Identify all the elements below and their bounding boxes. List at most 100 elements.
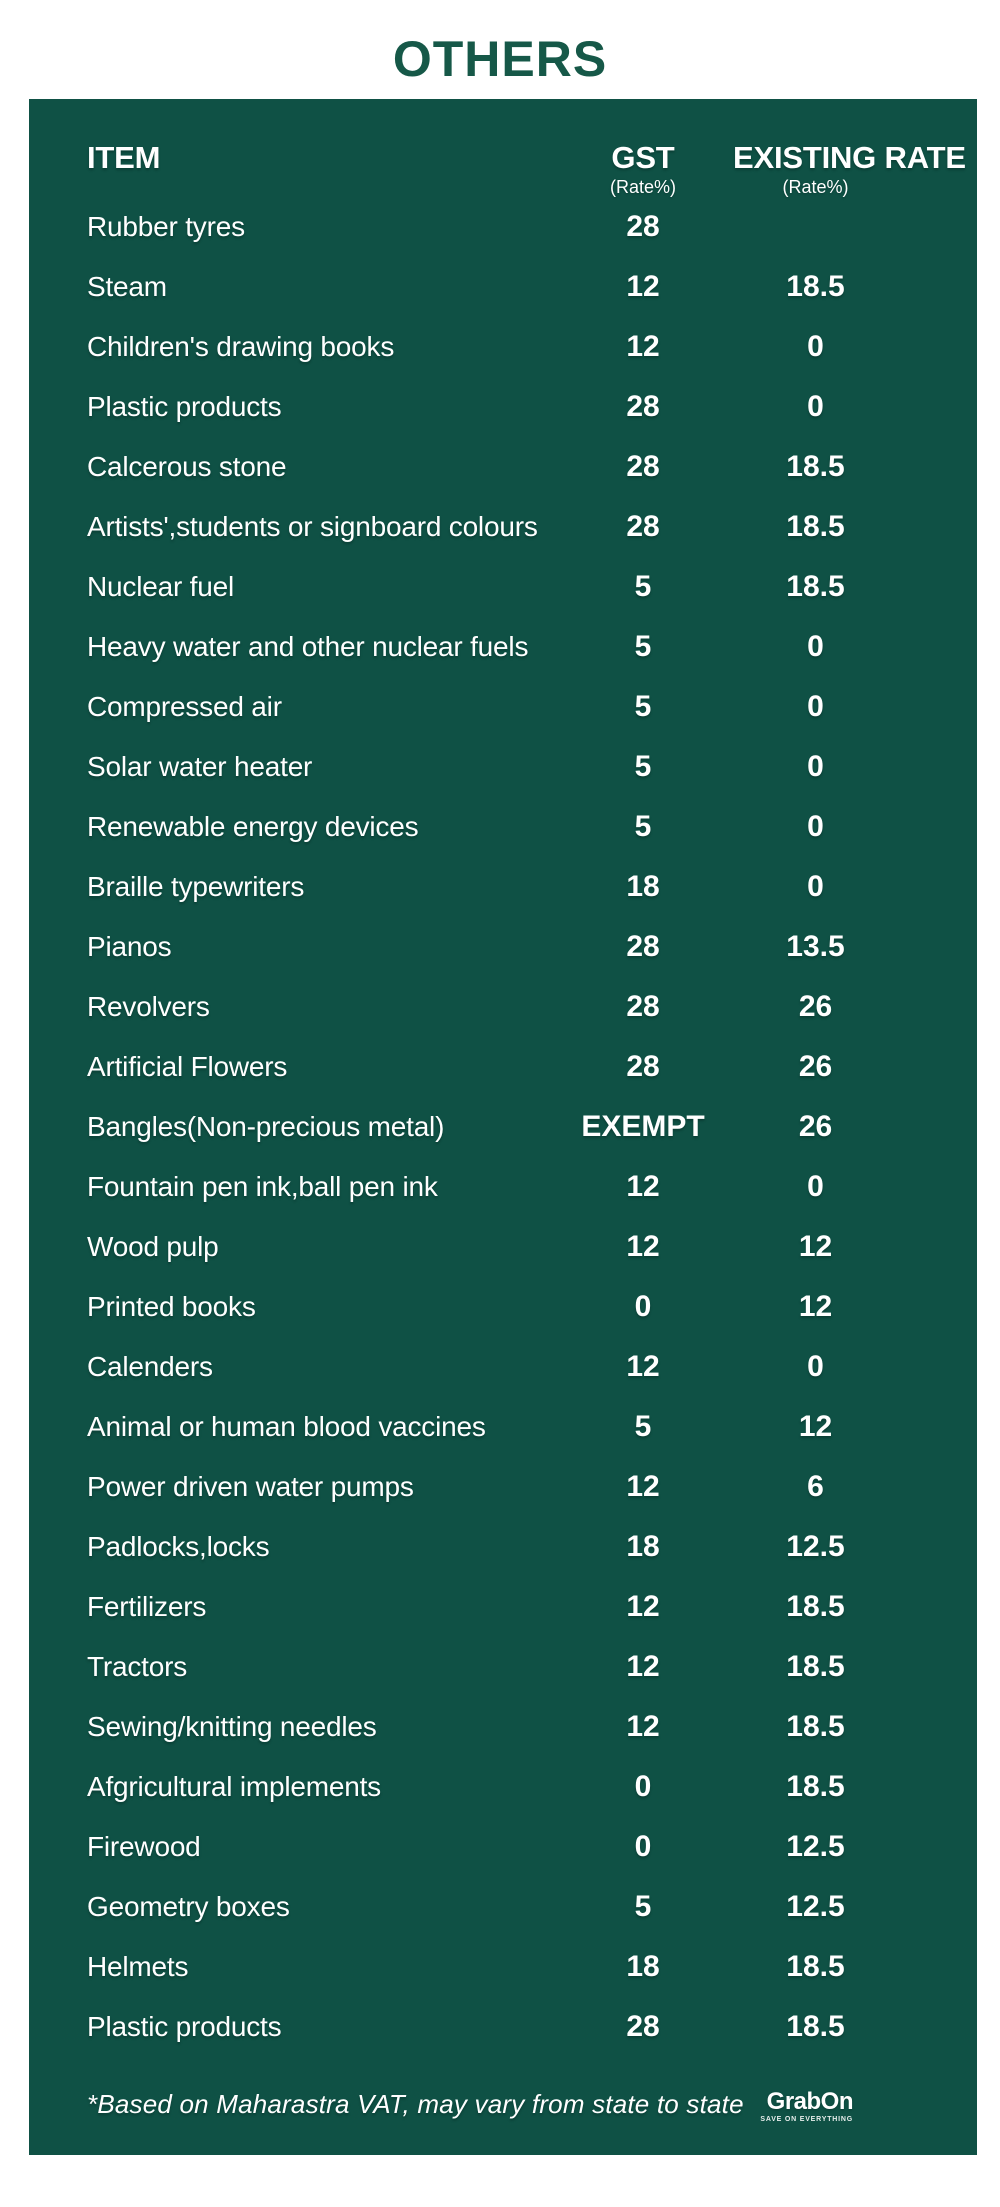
table-row: Bangles(Non-precious metal) EXEMPT 26 bbox=[29, 1097, 977, 1157]
item-name: Fountain pen ink,ball pen ink bbox=[87, 1171, 438, 1202]
gst-rate-value: 12 bbox=[626, 1590, 660, 1623]
gst-rate-value: 28 bbox=[626, 990, 660, 1023]
item-name: Heavy water and other nuclear fuels bbox=[87, 631, 529, 662]
existing-rate-value: 12 bbox=[798, 1230, 833, 1263]
grabon-logo-text: GrabOn bbox=[766, 2088, 854, 2115]
panel-footer: *Based on Maharastra VAT, may vary from … bbox=[29, 2087, 977, 2124]
column-subheader-gst-rate: (Rate%) bbox=[609, 177, 676, 197]
table-body: Rubber tyres 28 Steam 12 18.5 Children's… bbox=[29, 197, 977, 2057]
table-row: Artists',students or signboard colours 2… bbox=[29, 497, 977, 557]
gst-rate-value: 28 bbox=[626, 930, 660, 963]
item-name: Calcerous stone bbox=[87, 451, 287, 482]
gst-rate-value: 12 bbox=[626, 1230, 660, 1263]
table-row: Nuclear fuel 5 18.5 bbox=[29, 557, 977, 617]
gst-rate-value: 5 bbox=[634, 1410, 652, 1443]
item-name: Plastic products bbox=[87, 2011, 282, 2042]
column-header-existing-rate: EXISTING RATE bbox=[733, 140, 966, 175]
item-name: Padlocks,locks bbox=[87, 1531, 270, 1562]
gst-rate-value: 28 bbox=[626, 450, 660, 483]
item-name: Fertilizers bbox=[87, 1591, 207, 1622]
table-row: Tractors 12 18.5 bbox=[29, 1637, 977, 1697]
item-name: Tractors bbox=[87, 1651, 188, 1682]
existing-rate-value: 18.5 bbox=[786, 1590, 845, 1623]
grabon-logo-tagline: SAVE ON EVERYTHING bbox=[760, 2116, 853, 2123]
item-name: Helmets bbox=[87, 1951, 189, 1982]
existing-rate-value: 18.5 bbox=[786, 270, 845, 303]
table-row: Fertilizers 12 18.5 bbox=[29, 1577, 977, 1637]
table-row: Plastic products 28 0 bbox=[29, 377, 977, 437]
grabon-logo: GrabOn SAVE ON EVERYTHING bbox=[760, 2087, 853, 2124]
item-name: Geometry boxes bbox=[87, 1891, 290, 1922]
item-name: Pianos bbox=[87, 931, 172, 962]
item-name: Steam bbox=[87, 271, 167, 302]
gst-rate-value: 12 bbox=[626, 1470, 660, 1503]
existing-rate-value: 0 bbox=[807, 630, 824, 663]
existing-rate-value: 0 bbox=[807, 390, 824, 423]
existing-rate-value: 12.5 bbox=[786, 1830, 845, 1863]
existing-rate-value: 0 bbox=[807, 810, 824, 843]
item-name: Renewable energy devices bbox=[87, 811, 419, 842]
existing-rate-value: 26 bbox=[798, 1050, 833, 1083]
column-header-item: ITEM bbox=[87, 140, 161, 175]
existing-rate-value: 0 bbox=[807, 750, 824, 783]
table-row: Pianos 28 13.5 bbox=[29, 917, 977, 977]
gst-rate-value: 28 bbox=[626, 390, 660, 423]
existing-rate-value: 18.5 bbox=[786, 1650, 845, 1683]
existing-rate-value: 18.5 bbox=[786, 1950, 845, 1983]
gst-rate-value: 12 bbox=[626, 1170, 660, 1203]
item-name: Nuclear fuel bbox=[87, 571, 235, 602]
table-row: Steam 12 18.5 bbox=[29, 257, 977, 317]
existing-rate-value: 26 bbox=[798, 1110, 833, 1143]
existing-rate-value: 18.5 bbox=[786, 450, 845, 483]
gst-rate-value: 28 bbox=[626, 510, 660, 543]
existing-rate-value: 12 bbox=[798, 1290, 833, 1323]
table-row: Wood pulp 12 12 bbox=[29, 1217, 977, 1277]
gst-rate-value: 5 bbox=[634, 810, 652, 843]
existing-rate-value: 18.5 bbox=[786, 510, 845, 543]
table-row: Geometry boxes 5 12.5 bbox=[29, 1877, 977, 1937]
existing-rate-value: 13.5 bbox=[786, 930, 845, 963]
item-name: Plastic products bbox=[87, 391, 282, 422]
table-row: Printed books 0 12 bbox=[29, 1277, 977, 1337]
table-row: Rubber tyres 28 bbox=[29, 197, 977, 257]
existing-rate-value: 12.5 bbox=[786, 1530, 845, 1563]
column-header-gst: GST bbox=[611, 140, 675, 175]
gst-rate-value: 5 bbox=[634, 690, 652, 723]
table-row: Sewing/knitting needles 12 18.5 bbox=[29, 1697, 977, 1757]
gst-rate-value: 12 bbox=[626, 330, 660, 363]
existing-rate-value: 18.5 bbox=[786, 570, 845, 603]
gst-rate-value: 5 bbox=[634, 570, 652, 603]
item-name: Afgricultural implements bbox=[87, 1771, 381, 1802]
table-row: Calenders 12 0 bbox=[29, 1337, 977, 1397]
gst-rate-value: 0 bbox=[634, 1830, 652, 1863]
item-name: Artificial Flowers bbox=[87, 1051, 288, 1082]
table-row: Children's drawing books 12 0 bbox=[29, 317, 977, 377]
table-row: Renewable energy devices 5 0 bbox=[29, 797, 977, 857]
gst-rate-value: 12 bbox=[626, 270, 660, 303]
item-name: Braille typewriters bbox=[87, 871, 305, 902]
existing-rate-value: 18.5 bbox=[786, 1710, 845, 1743]
table-row: Helmets 18 18.5 bbox=[29, 1937, 977, 1997]
item-name: Firewood bbox=[87, 1831, 201, 1862]
item-name: Rubber tyres bbox=[87, 211, 245, 242]
rates-table-panel: ITEM GST (Rate%) EXISTING RATE (Rate%) R… bbox=[29, 99, 977, 2155]
gst-rate-value: 12 bbox=[626, 1710, 660, 1743]
gst-rate-value: 5 bbox=[634, 750, 652, 783]
item-name: Sewing/knitting needles bbox=[87, 1711, 377, 1742]
table-row: Compressed air 5 0 bbox=[29, 677, 977, 737]
existing-rate-value: 26 bbox=[798, 990, 833, 1023]
column-subheader-existing-rate: (Rate%) bbox=[782, 177, 849, 197]
table-row: Revolvers 28 26 bbox=[29, 977, 977, 1037]
item-name: Children's drawing books bbox=[87, 331, 395, 362]
gst-rate-value: 18 bbox=[626, 1950, 660, 1983]
table-row: Animal or human blood vaccines 5 12 bbox=[29, 1397, 977, 1457]
table-row: Calcerous stone 28 18.5 bbox=[29, 437, 977, 497]
gst-rate-value: EXEMPT bbox=[581, 1110, 705, 1143]
table-row: Plastic products 28 18.5 bbox=[29, 1997, 977, 2057]
column-header-existing-group: EXISTING RATE (Rate%) bbox=[733, 140, 966, 198]
item-name: Wood pulp bbox=[87, 1231, 219, 1262]
item-name: Solar water heater bbox=[87, 751, 313, 782]
table-row: Heavy water and other nuclear fuels 5 0 bbox=[29, 617, 977, 677]
table-row: Afgricultural implements 0 18.5 bbox=[29, 1757, 977, 1817]
